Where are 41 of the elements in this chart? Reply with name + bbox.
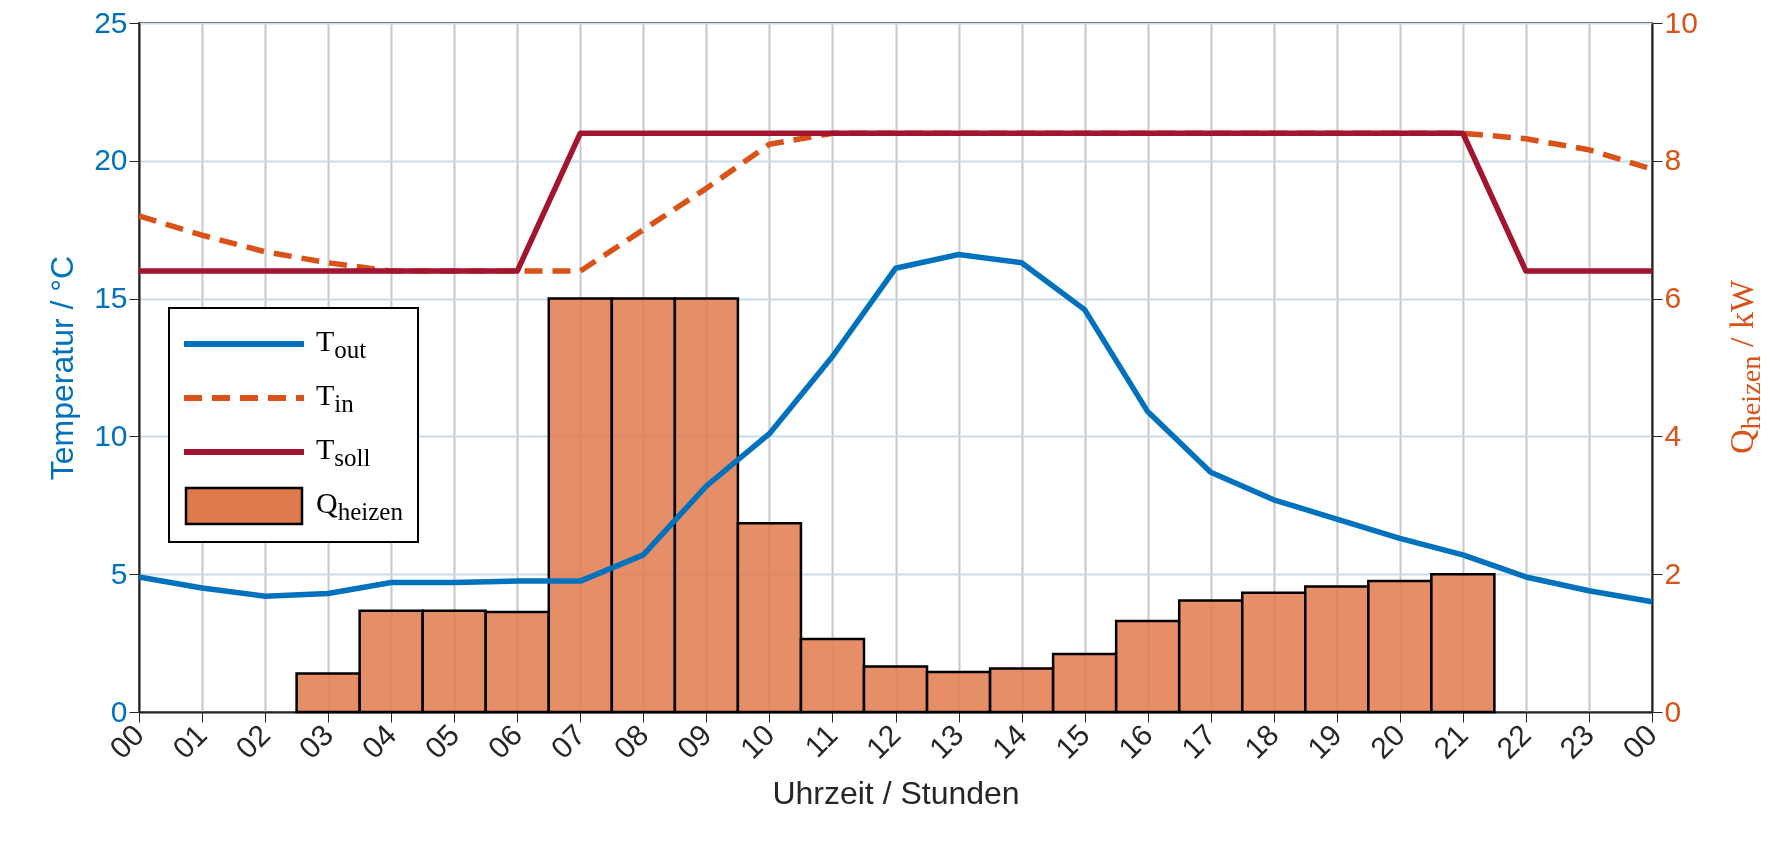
x-tick-label: 16 [1111,717,1159,765]
y-axis-title: Temperatur / °C [44,255,81,481]
x-tick-label: 03 [292,717,340,765]
x-tick-label: 07 [544,717,592,765]
x-tick-label: 17 [1174,717,1222,765]
y2-tick-label: 2 [1664,556,1682,590]
y-tick-label: 5 [110,556,128,590]
x-tick-label: 10 [733,717,781,765]
x-tick-label: 19 [1300,717,1348,765]
x-tick-label: 08 [607,717,655,765]
x-tick-label: 18 [1237,717,1285,765]
x-tick-label: 13 [922,717,970,765]
x-tick-label: 00 [1616,717,1664,765]
x-tick-label: 01 [166,717,214,765]
y2-tick-label: 10 [1664,5,1698,39]
legend-label: T$_{in}$ [316,378,354,418]
legend-label: T$_{soll}$ [316,432,371,472]
x-tick-label: 12 [859,717,907,765]
x-tick-label: 05 [418,717,466,765]
x-tick-label: 22 [1490,717,1538,765]
x-tick-label: 23 [1553,717,1601,765]
y2-tick-label: 8 [1664,143,1682,177]
y2-tick-label: 4 [1664,418,1682,452]
x-tick-label: 02 [229,717,277,765]
x-tick-label: 21 [1427,717,1474,765]
x-tick-label: 09 [670,717,718,765]
y-tick-label: 10 [94,418,128,452]
x-axis-title: Uhrzeit / Stunden [772,774,1020,811]
y-tick-label: 25 [94,5,128,39]
x-tick-label: 14 [985,717,1033,765]
x-tick-label: 11 [798,717,844,764]
legend-label: Q$_{heizen}$ [316,486,403,526]
y2-tick-label: 6 [1664,281,1682,315]
x-tick-label: 15 [1048,717,1096,765]
y2-tick-label: 0 [1664,694,1682,728]
legend-label: T$_{out}$ [316,324,367,364]
y-tick-label: 20 [94,143,128,177]
y-tick-label: 15 [94,281,128,315]
x-tick-label: 06 [481,717,529,765]
x-tick-label: 20 [1364,717,1411,765]
x-tick-label: 04 [355,717,403,765]
